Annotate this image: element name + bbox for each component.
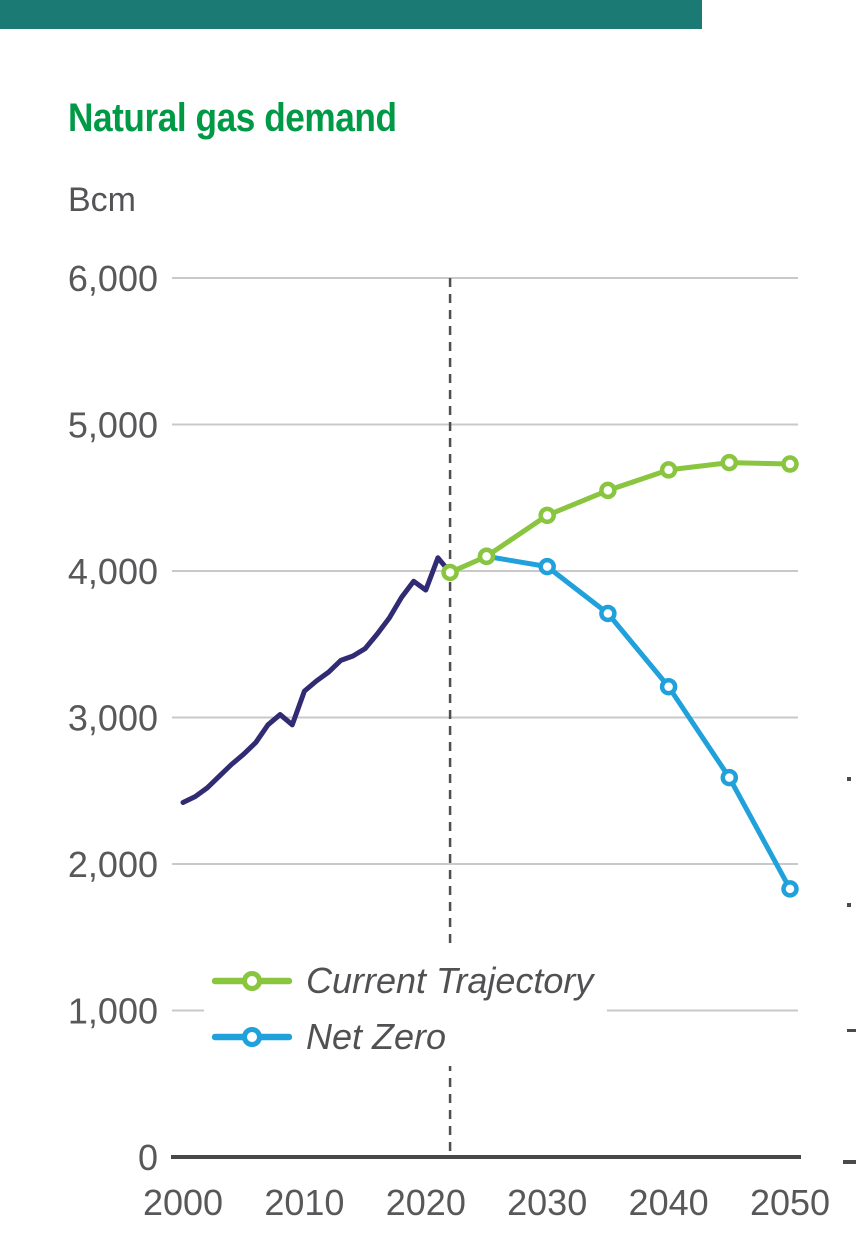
x-tick-label: 2000	[143, 1182, 223, 1223]
data-point-current-trajectory	[477, 547, 496, 566]
data-point-net-zero	[720, 768, 739, 787]
data-point-net-zero	[659, 677, 678, 696]
data-point-current-trajectory	[781, 455, 799, 473]
legend-swatch-current-trajectory	[212, 971, 292, 991]
data-point-net-zero	[781, 880, 799, 898]
adjacent-chart-tick	[847, 777, 851, 781]
y-tick-label: 1,000	[68, 991, 158, 1032]
series-line-history	[180, 555, 453, 805]
legend-item-current-trajectory: Current Trajectory	[212, 960, 593, 1002]
legend-label-net-zero: Net Zero	[306, 1016, 447, 1057]
data-point-current-trajectory	[538, 506, 556, 525]
x-tick-label: 2040	[629, 1182, 709, 1223]
y-axis-unit-label: Bcm	[68, 181, 136, 219]
x-tick-label: 2030	[507, 1182, 587, 1223]
legend-swatch-net-zero	[212, 1027, 292, 1047]
x-axis-line	[171, 1155, 801, 1159]
x-tick-label: 2010	[264, 1182, 344, 1223]
data-point-current-trajectory	[441, 563, 459, 582]
data-point-current-trajectory	[659, 461, 678, 479]
top-teal-band	[0, 0, 702, 29]
data-point-current-trajectory	[599, 481, 617, 500]
y-tick-label: 3,000	[68, 698, 158, 739]
legend-label-current-trajectory: Current Trajectory	[306, 960, 594, 1001]
x-tick-label: 2050	[750, 1182, 830, 1223]
chart-title: Natural gas demand	[68, 96, 397, 140]
legend-item-net-zero: Net Zero	[212, 1016, 593, 1058]
y-tick-label: 4,000	[68, 551, 158, 592]
series-line-net-zero	[484, 553, 793, 892]
chart-legend: Current Trajectory Net Zero	[204, 950, 608, 1066]
series-line-current-trajectory	[447, 460, 793, 575]
data-point-net-zero	[599, 604, 617, 623]
adjacent-chart-tick	[847, 1029, 856, 1032]
y-tick-label: 0	[138, 1137, 158, 1178]
y-tick-label: 2,000	[68, 844, 158, 885]
x-tick-label: 2020	[386, 1182, 466, 1223]
y-tick-label: 5,000	[68, 405, 158, 446]
adjacent-chart-tick	[843, 1160, 856, 1164]
adjacent-chart-tick	[847, 903, 851, 907]
data-point-current-trajectory	[720, 453, 739, 472]
data-point-net-zero	[538, 557, 556, 576]
y-tick-label: 6,000	[68, 258, 158, 299]
